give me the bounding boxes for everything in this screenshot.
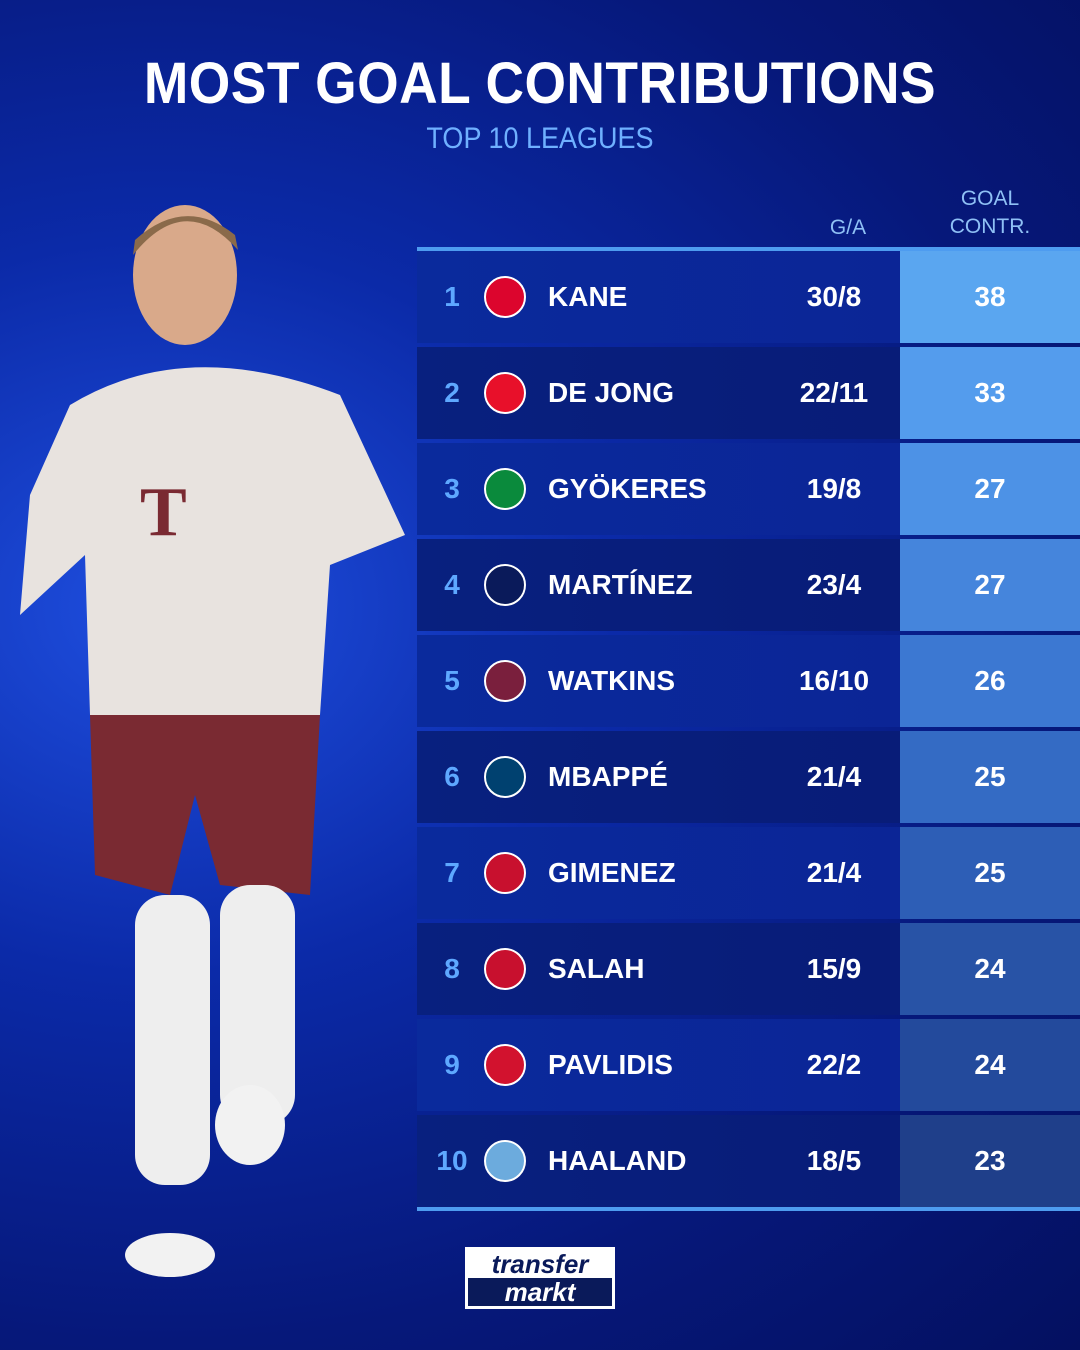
player-name: GYÖKERES bbox=[548, 473, 707, 504]
table-row: 1 KANE 30/8 38 bbox=[417, 251, 1080, 343]
rank: 9 bbox=[444, 1049, 460, 1080]
manchester-city-crest-icon bbox=[484, 1140, 526, 1182]
goals-assists: 18/5 bbox=[806, 1145, 862, 1176]
row-player-cell: 9 PAVLIDIS 22/2 bbox=[417, 1019, 900, 1111]
row-player-cell: 1 KANE 30/8 bbox=[417, 251, 900, 343]
goal-contributions: 27 bbox=[900, 443, 1080, 535]
psv-crest-icon bbox=[484, 372, 526, 414]
az-alkmaar-crest-icon bbox=[484, 1044, 526, 1086]
rank: 8 bbox=[444, 953, 460, 984]
logo-line1: transfer bbox=[468, 1250, 612, 1278]
header-goal-contr: GOAL CONTR. bbox=[930, 185, 1050, 241]
row-player-cell: 3 GYÖKERES 19/8 bbox=[417, 443, 900, 535]
header-goal-contr-line1: GOAL bbox=[960, 187, 1020, 210]
goal-contributions: 24 bbox=[900, 923, 1080, 1015]
feyenoord-crest-icon bbox=[484, 852, 526, 894]
goals-assists: 23/4 bbox=[806, 569, 862, 600]
ranking-table: 1 KANE 30/8 38 2 DE JONG 22/11 33 3 GYÖK… bbox=[417, 247, 1080, 1211]
row-player-cell: 7 GIMENEZ 21/4 bbox=[417, 827, 900, 919]
player-name: DE JONG bbox=[548, 377, 675, 408]
aston-villa-crest-icon bbox=[484, 660, 526, 702]
table-bottom-rule bbox=[417, 1207, 1080, 1211]
goals-assists: 16/10 bbox=[798, 665, 870, 696]
goal-contributions: 27 bbox=[900, 539, 1080, 631]
rank: 2 bbox=[444, 377, 460, 408]
logo-line2: markt bbox=[468, 1278, 612, 1306]
table-row: 7 GIMENEZ 21/4 25 bbox=[417, 827, 1080, 919]
goal-contributions: 23 bbox=[900, 1115, 1080, 1207]
page-subtitle: TOP 10 LEAGUES bbox=[426, 122, 654, 155]
goal-contributions: 24 bbox=[900, 1019, 1080, 1111]
row-player-cell: 4 MARTÍNEZ 23/4 bbox=[417, 539, 900, 631]
table-row: 9 PAVLIDIS 22/2 24 bbox=[417, 1019, 1080, 1111]
goal-contributions: 25 bbox=[900, 827, 1080, 919]
row-player-cell: 6 MBAPPÉ 21/4 bbox=[417, 731, 900, 823]
goal-contributions: 38 bbox=[900, 251, 1080, 343]
header-goal-contr-line2: CONTR. bbox=[949, 215, 1031, 238]
player-photo: T bbox=[20, 205, 405, 1277]
rank: 10 bbox=[436, 1145, 468, 1176]
rank: 6 bbox=[444, 761, 460, 792]
player-name: MBAPPÉ bbox=[548, 761, 668, 792]
rank: 1 bbox=[444, 281, 460, 312]
goals-assists: 21/4 bbox=[806, 857, 862, 888]
table-row: 5 WATKINS 16/10 26 bbox=[417, 635, 1080, 727]
table-row: 3 GYÖKERES 19/8 27 bbox=[417, 443, 1080, 535]
psg-crest-icon bbox=[484, 756, 526, 798]
row-player-cell: 10 HAALAND 18/5 bbox=[417, 1115, 900, 1207]
row-player-cell: 2 DE JONG 22/11 bbox=[417, 347, 900, 439]
player-name: GIMENEZ bbox=[548, 857, 676, 888]
table-row: 6 MBAPPÉ 21/4 25 bbox=[417, 731, 1080, 823]
rank: 7 bbox=[444, 857, 460, 888]
goal-contributions: 25 bbox=[900, 731, 1080, 823]
sporting-cp-crest-icon bbox=[484, 468, 526, 510]
inter-crest-icon bbox=[484, 564, 526, 606]
page-title: MOST GOAL CONTRIBUTIONS bbox=[143, 51, 937, 116]
table-row: 4 MARTÍNEZ 23/4 27 bbox=[417, 539, 1080, 631]
goal-contributions: 26 bbox=[900, 635, 1080, 727]
player-name: SALAH bbox=[548, 953, 645, 984]
liverpool-crest-icon bbox=[484, 948, 526, 990]
rank: 5 bbox=[444, 665, 460, 696]
goals-assists: 19/8 bbox=[806, 473, 862, 504]
table-row: 2 DE JONG 22/11 33 bbox=[417, 347, 1080, 439]
transfermarkt-logo: transfer markt bbox=[465, 1247, 615, 1309]
goals-assists: 22/11 bbox=[799, 377, 869, 408]
player-name: PAVLIDIS bbox=[548, 1049, 673, 1080]
goals-assists: 21/4 bbox=[806, 761, 862, 792]
table-row: 10 HAALAND 18/5 23 bbox=[417, 1115, 1080, 1207]
goal-contributions: 33 bbox=[900, 347, 1080, 439]
fc-bayern-crest-icon bbox=[484, 276, 526, 318]
table-row: 8 SALAH 15/9 24 bbox=[417, 923, 1080, 1015]
rank: 3 bbox=[444, 473, 460, 504]
row-player-cell: 8 SALAH 15/9 bbox=[417, 923, 900, 1015]
goals-assists: 15/9 bbox=[806, 953, 862, 984]
player-name: MARTÍNEZ bbox=[548, 569, 693, 600]
table-top-rule bbox=[417, 247, 1080, 251]
goals-assists: 30/8 bbox=[806, 281, 862, 312]
row-player-cell: 5 WATKINS 16/10 bbox=[417, 635, 900, 727]
svg-text:T: T bbox=[140, 474, 187, 551]
rank: 4 bbox=[444, 569, 460, 600]
player-name: WATKINS bbox=[548, 665, 676, 696]
header-ga: G/A bbox=[829, 216, 867, 239]
player-name: HAALAND bbox=[548, 1145, 687, 1176]
goals-assists: 22/2 bbox=[806, 1049, 862, 1080]
player-name: KANE bbox=[548, 281, 628, 312]
